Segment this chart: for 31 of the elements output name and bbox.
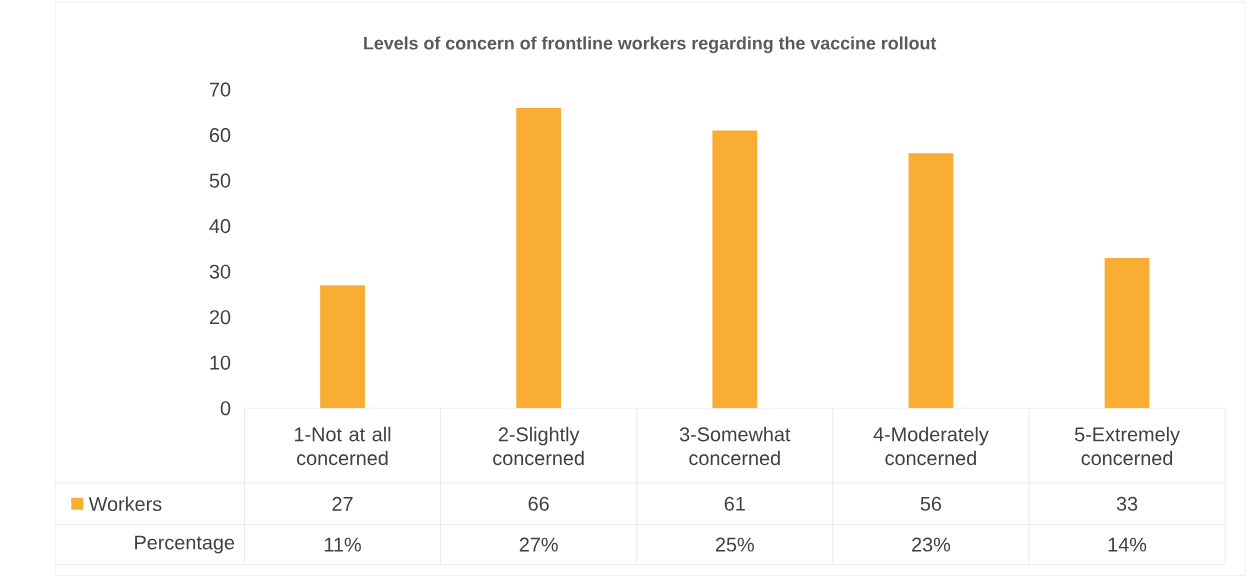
y-tick-label: 40 [209, 218, 231, 233]
bar [712, 130, 758, 408]
y-tick-label: 30 [209, 264, 231, 279]
bar [908, 153, 954, 408]
data-label: 27 [332, 496, 353, 511]
text: 11% [324, 537, 361, 552]
x-tick-label: 5-Extremely concerned [1074, 426, 1180, 465]
text: 27% [519, 537, 558, 552]
y-tick-label: 10 [210, 355, 231, 370]
bar [1104, 257, 1150, 408]
data-label: 33 [1116, 496, 1138, 511]
bar [516, 107, 562, 408]
text: Percentage [135, 535, 235, 554]
text: 25% [715, 537, 754, 552]
text: 14% [1108, 537, 1147, 552]
y-tick-label: 0 [220, 400, 231, 415]
x-tick-label: 3-Somewhat concerned [679, 426, 791, 465]
legend-label: Workers [88, 496, 162, 511]
chart-title: Levels of concern of frontline workers regarding the vaccine rollout [364, 36, 937, 53]
y-tick-label: 20 [209, 309, 231, 324]
y-tick-label: 60 [209, 127, 231, 142]
data-label: 61 [724, 496, 745, 511]
data-label: 66 [528, 496, 549, 511]
x-tick-label: 2-Slightly concerned [493, 426, 584, 465]
bar [320, 285, 365, 408]
text: 23% [912, 537, 951, 552]
y-tick-label: 50 [209, 173, 231, 188]
y-tick-label: 70 [209, 82, 231, 97]
x-tick-label: 1-Not at all concerned [294, 426, 391, 465]
x-tick-label: 4-Moderately concerned [873, 426, 989, 465]
data-label: 56 [920, 496, 942, 511]
